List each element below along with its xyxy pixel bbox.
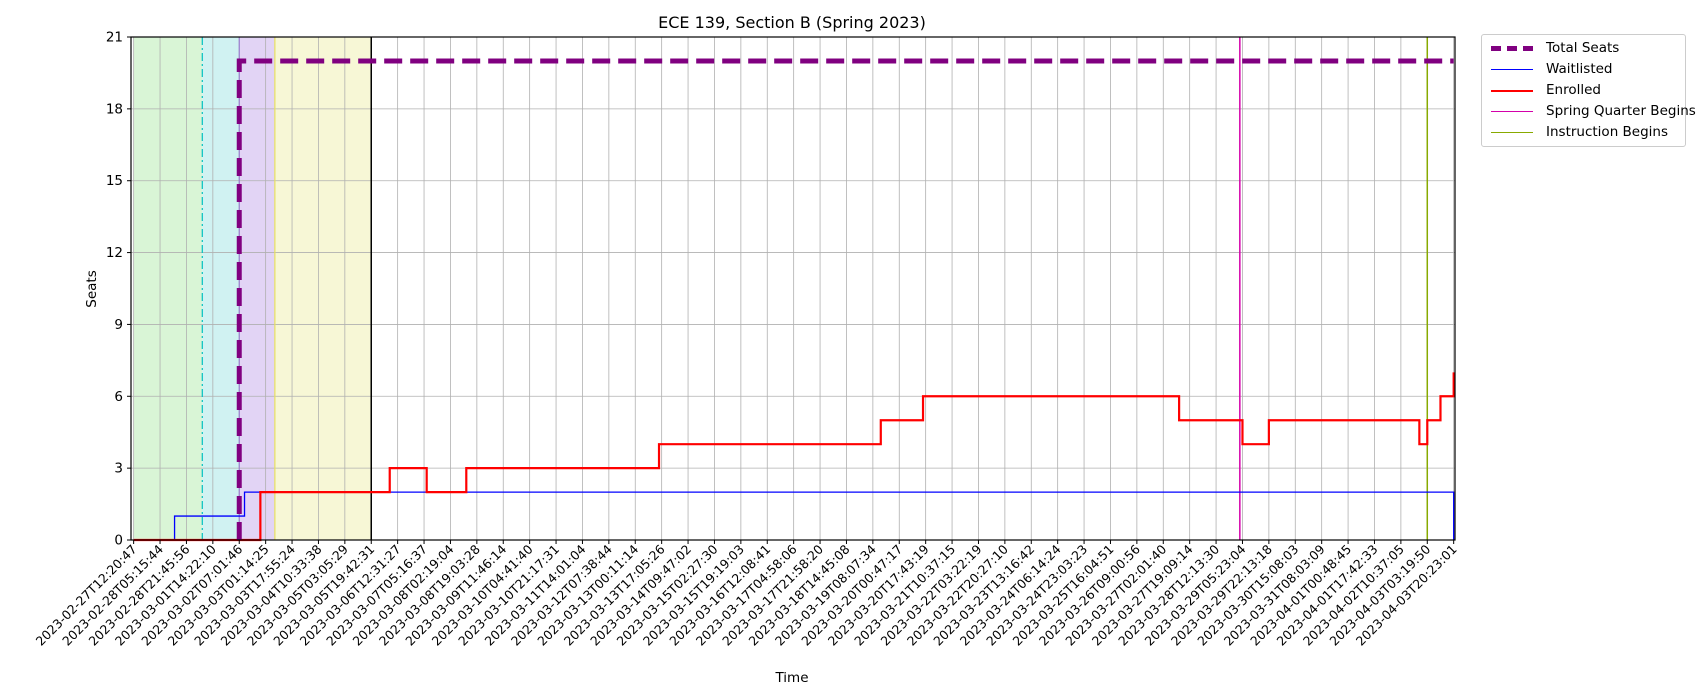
legend-swatch [1491,111,1533,112]
y-tick-label: 9 [114,317,123,333]
x-axis-label: Time [774,670,808,686]
y-tick-label: 18 [106,101,123,117]
y-axis-label: Seats [84,270,100,307]
y-tick-label: 12 [106,245,123,261]
y-tick-label: 15 [106,173,123,189]
legend-item: Enrolled [1482,81,1685,101]
y-tick-label: 6 [114,389,123,405]
legend-label: Waitlisted [1546,61,1613,77]
y-tick-label: 0 [114,533,123,549]
legend-label: Total Seats [1546,40,1620,56]
chart-title: ECE 139, Section B (Spring 2023) [658,13,926,32]
legend-label: Enrolled [1546,82,1601,98]
legend-swatch [1491,69,1533,70]
legend-swatch [1491,46,1533,51]
shaded-region-2 [239,37,275,540]
legend-item: Total Seats [1482,39,1685,59]
legend-item: Instruction Begins [1482,123,1685,143]
legend-item: Waitlisted [1482,60,1685,80]
legend-item: Spring Quarter Begins [1482,102,1696,122]
total-seats-line [236,58,1454,540]
shaded-region-1 [202,37,240,540]
plot-frame [130,36,1456,541]
legend-label: Spring Quarter Begins [1546,103,1696,119]
y-tick-label: 21 [106,30,123,46]
legend: Total Seats Waitlisted Enrolled Spring Quar… [1481,34,1696,147]
legend-label: Instruction Begins [1546,124,1669,140]
legend-swatch [1491,90,1533,92]
shaded-region-0 [133,37,203,540]
legend-swatch [1491,132,1533,133]
shaded-region-3 [274,37,372,540]
enrolled-line [133,372,1455,542]
y-tick-label: 3 [114,461,123,477]
